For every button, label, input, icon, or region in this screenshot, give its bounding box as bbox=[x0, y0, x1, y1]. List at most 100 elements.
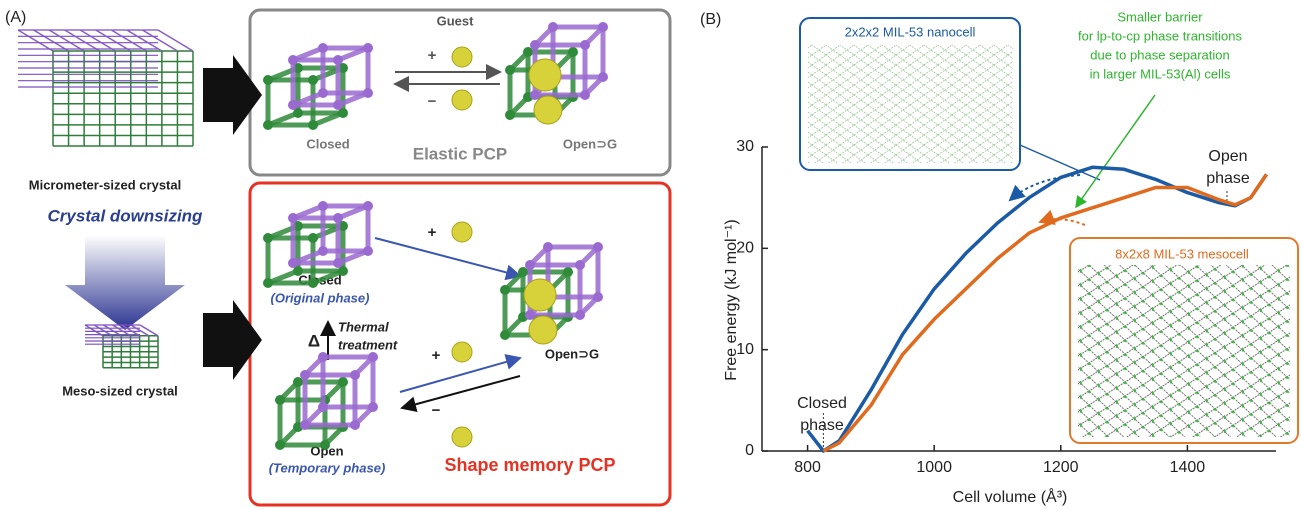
box-title: Elastic PCP bbox=[413, 144, 508, 163]
annotation: due to phase separation bbox=[1090, 47, 1230, 62]
node bbox=[333, 213, 343, 223]
node bbox=[288, 55, 298, 65]
crystal-grid bbox=[65, 30, 100, 51]
big-arrow bbox=[203, 300, 262, 380]
node bbox=[525, 260, 535, 270]
annotation: Closed bbox=[797, 395, 847, 412]
big-arrow bbox=[203, 55, 262, 135]
node bbox=[598, 22, 608, 32]
y-tick-label: 0 bbox=[745, 442, 754, 459]
label: (Temporary phase) bbox=[269, 460, 386, 475]
crystal-grid bbox=[127, 30, 162, 51]
inset-lattice bbox=[1078, 265, 1290, 437]
x-tick-label: 800 bbox=[794, 459, 821, 476]
downsize-arrow bbox=[65, 235, 185, 330]
node bbox=[333, 100, 343, 110]
node bbox=[275, 440, 285, 450]
node bbox=[548, 22, 558, 32]
annotation: Open bbox=[1208, 148, 1247, 165]
x-tick-label: 1400 bbox=[1170, 459, 1206, 476]
caption: Micrometer-sized crystal bbox=[29, 177, 181, 192]
panel-label: (B) bbox=[700, 11, 721, 28]
arrow bbox=[375, 238, 520, 276]
crystal-grid bbox=[80, 30, 115, 51]
annotation: for lp-to-cp phase transitions bbox=[1078, 28, 1243, 43]
node bbox=[568, 47, 578, 57]
node bbox=[368, 402, 378, 412]
x-tick-label: 1000 bbox=[916, 459, 952, 476]
annotation: in larger MIL-53(Al) cells bbox=[1090, 66, 1231, 81]
guest bbox=[534, 96, 562, 124]
label: Open⊃G bbox=[545, 346, 599, 361]
node bbox=[308, 278, 318, 288]
callout-line bbox=[1020, 145, 1100, 180]
crystal-grid bbox=[158, 30, 193, 51]
node bbox=[563, 267, 573, 277]
label: Thermal bbox=[338, 319, 389, 334]
node bbox=[288, 213, 298, 223]
label: − bbox=[428, 93, 437, 110]
label: + bbox=[428, 47, 437, 64]
guest bbox=[524, 279, 556, 311]
node bbox=[505, 65, 515, 75]
node bbox=[530, 90, 540, 100]
crystal-grid bbox=[140, 325, 158, 336]
crystal-grid bbox=[142, 30, 177, 51]
crystal-grid bbox=[49, 30, 84, 51]
node bbox=[598, 72, 608, 82]
x-axis-label: Cell volume (Å³) bbox=[953, 487, 1068, 506]
annotation: Smaller barrier bbox=[1117, 9, 1203, 24]
guest bbox=[452, 90, 472, 110]
node bbox=[338, 377, 348, 387]
node bbox=[263, 120, 273, 130]
label: + bbox=[432, 347, 441, 364]
node bbox=[318, 201, 328, 211]
annotation: phase bbox=[1206, 170, 1250, 187]
crystal-grid bbox=[18, 30, 53, 51]
node bbox=[300, 370, 310, 380]
node bbox=[575, 310, 585, 320]
label: − bbox=[432, 402, 441, 419]
node bbox=[530, 40, 540, 50]
node bbox=[500, 285, 510, 295]
node bbox=[333, 258, 343, 268]
node bbox=[363, 246, 373, 256]
node bbox=[575, 260, 585, 270]
label: Open⊃G bbox=[563, 136, 617, 151]
node bbox=[318, 402, 328, 412]
node bbox=[308, 75, 318, 85]
node bbox=[275, 395, 285, 405]
label: (Original phase) bbox=[271, 290, 370, 305]
label: Guest bbox=[437, 13, 475, 28]
label: Closed bbox=[306, 136, 349, 151]
guest bbox=[452, 427, 472, 447]
panel-label: (A) bbox=[5, 9, 26, 26]
y-tick-label: 30 bbox=[736, 138, 754, 155]
node bbox=[363, 88, 373, 98]
node bbox=[300, 420, 310, 430]
caption: Meso-sized crystal bbox=[62, 383, 178, 398]
y-tick-label: 20 bbox=[736, 240, 754, 257]
node bbox=[593, 242, 603, 252]
label: Δ bbox=[308, 331, 320, 350]
label: + bbox=[428, 224, 437, 241]
caption: Crystal downsizing bbox=[48, 206, 204, 225]
node bbox=[580, 90, 590, 100]
node bbox=[263, 75, 273, 85]
x-tick-label: 1200 bbox=[1043, 459, 1079, 476]
figure: (A) Micrometer-sized crystal Crystal dow… bbox=[0, 0, 1301, 510]
arrow bbox=[400, 358, 520, 392]
node bbox=[580, 40, 590, 50]
label: treatment bbox=[338, 337, 398, 352]
node bbox=[308, 120, 318, 130]
node bbox=[593, 292, 603, 302]
node bbox=[505, 110, 515, 120]
arrow bbox=[402, 376, 520, 408]
node bbox=[288, 100, 298, 110]
node bbox=[525, 310, 535, 320]
panel-a: (A) Micrometer-sized crystal Crystal dow… bbox=[5, 9, 670, 505]
node bbox=[318, 352, 328, 362]
guest bbox=[529, 316, 557, 344]
node bbox=[318, 43, 328, 53]
crystal-grid bbox=[111, 30, 146, 51]
